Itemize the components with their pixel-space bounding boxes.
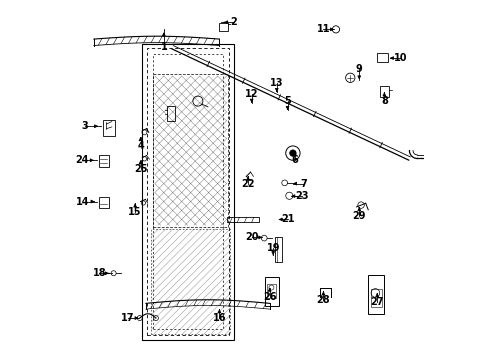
Text: 13: 13 — [269, 78, 283, 88]
Text: 6: 6 — [291, 155, 298, 165]
Bar — [99, 197, 108, 208]
Text: 9: 9 — [355, 64, 362, 74]
Text: 12: 12 — [244, 89, 258, 99]
Bar — [153, 54, 223, 329]
Bar — [153, 74, 228, 227]
Bar — [219, 23, 228, 31]
Bar — [264, 277, 278, 306]
Text: 18: 18 — [92, 268, 106, 278]
Text: 2: 2 — [230, 17, 237, 27]
Text: 7: 7 — [300, 179, 306, 189]
Bar — [102, 120, 115, 136]
Text: 20: 20 — [244, 232, 258, 242]
Bar — [370, 289, 381, 307]
Text: 21: 21 — [280, 215, 294, 224]
Bar — [379, 86, 388, 97]
Bar — [167, 107, 175, 121]
Text: 8: 8 — [380, 96, 387, 106]
Bar — [226, 217, 258, 222]
Text: 15: 15 — [128, 207, 142, 217]
Circle shape — [289, 150, 296, 156]
Bar — [151, 229, 230, 334]
Text: 11: 11 — [316, 24, 329, 35]
Bar — [367, 275, 384, 315]
Text: 3: 3 — [81, 121, 88, 131]
Bar — [274, 237, 281, 262]
Text: 14: 14 — [76, 197, 90, 207]
Text: 29: 29 — [352, 211, 365, 221]
Text: 4: 4 — [137, 141, 143, 151]
Text: 19: 19 — [266, 243, 279, 253]
Text: 26: 26 — [263, 292, 276, 302]
Text: 22: 22 — [241, 179, 254, 189]
Text: 23: 23 — [295, 191, 308, 201]
Circle shape — [285, 146, 300, 160]
Bar — [99, 154, 108, 167]
Text: 10: 10 — [393, 53, 407, 63]
Text: 27: 27 — [370, 297, 383, 307]
Bar — [146, 48, 229, 335]
Bar — [266, 284, 276, 298]
Bar — [376, 53, 387, 62]
Text: 17: 17 — [121, 313, 134, 323]
Text: 5: 5 — [284, 96, 290, 106]
Text: 28: 28 — [316, 295, 329, 305]
Text: 16: 16 — [212, 313, 225, 323]
Text: 24: 24 — [76, 155, 89, 165]
Text: 25: 25 — [134, 164, 147, 174]
Text: 1: 1 — [160, 42, 167, 52]
Bar — [142, 44, 233, 339]
